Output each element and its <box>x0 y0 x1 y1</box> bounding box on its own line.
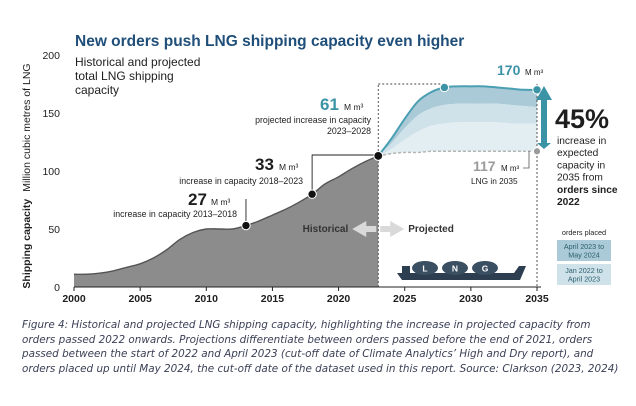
marker-2023 <box>373 151 384 161</box>
increase-arrow-head <box>536 86 552 100</box>
end-value-unit: M m³ <box>525 68 544 77</box>
big-stat-bold-line: 2022 <box>557 197 580 208</box>
big-stat-value: 45% <box>555 104 609 134</box>
legend-swatch <box>557 240 611 261</box>
caption-text: Figure 4: Historical and projected LNG s… <box>22 319 619 375</box>
y-axis-label: Shipping capacity Million cubic metres o… <box>21 63 33 288</box>
increase-arrow-tail <box>537 143 551 149</box>
callout-label-2023-line1: projected increase in capacity <box>255 115 371 125</box>
marker-2013 <box>241 220 251 231</box>
legend-label: Jan 2022 to <box>565 266 603 275</box>
baseline-value-unit: M m³ <box>501 164 520 173</box>
y-axis-label-bold: Shipping capacity <box>21 199 33 289</box>
ship-letter: N <box>452 264 458 274</box>
x-tick-label: 2035 <box>525 293 549 305</box>
chart-subtitle: Historical and projected total LNG shipp… <box>75 55 204 97</box>
x-tick-label: 2010 <box>195 293 219 305</box>
increase-arrow-shaft <box>541 98 547 144</box>
x-tick-label: 2015 <box>261 293 285 305</box>
callout-value-2023: 61 <box>320 95 339 114</box>
x-tick-label: 2025 <box>393 293 417 305</box>
big-stat-line: capacity in <box>557 160 605 171</box>
baseline-label: LNG in 2035 <box>471 176 518 186</box>
big-stat-line: 2035 from <box>557 173 603 184</box>
x-tick-label: 2000 <box>62 293 86 305</box>
projected-top-line <box>377 85 538 157</box>
callout-label-2013: increase in capacity 2013–2018 <box>113 209 237 219</box>
subtitle-line-1: Historical and projected <box>75 55 200 69</box>
projected-band-base <box>378 122 537 156</box>
lng-capacity-chart: New orders push LNG shipping capacity ev… <box>21 33 618 305</box>
y-tick-label: 200 <box>42 50 60 62</box>
callout-value-2013: 27 <box>188 190 207 209</box>
baseline-value: 117 <box>473 158 496 174</box>
baseline-dashed-line <box>378 150 537 157</box>
ship-tank <box>442 261 468 275</box>
callout-label-2018: increase in capacity 2018–2023 <box>179 176 303 186</box>
end-value: 170 <box>497 62 521 78</box>
marker-2018 <box>307 189 317 199</box>
legend-label: April 2023 to <box>564 242 604 251</box>
x-tick-label: 2020 <box>327 293 351 305</box>
ship-tank <box>472 261 498 275</box>
historical-area <box>74 155 379 287</box>
projected-arrow <box>380 221 405 237</box>
legend-label: April 2023 <box>568 275 600 284</box>
baseline-leader <box>523 151 530 169</box>
historical-arrow <box>352 221 377 237</box>
subtitle-line-2: total LNG shipping <box>75 69 174 83</box>
y-tick-label: 50 <box>48 224 60 236</box>
plot-area: 2000 2005 2010 2015 2020 2025 2030 2035 0 50 100 15… <box>42 50 617 305</box>
ship-bridge <box>402 266 410 273</box>
big-stat-bold-line: orders since <box>557 185 618 196</box>
subtitle-line-3: capacity <box>75 83 119 97</box>
historical-label: Historical <box>303 224 349 235</box>
callout-unit-2023: M m³ <box>344 102 364 112</box>
x-tick-label: 2005 <box>128 293 152 305</box>
legend-label: May 2024 <box>568 251 600 260</box>
figure-caption: Figure 4: Historical and projected LNG s… <box>22 318 626 376</box>
projected-band-2022-2023 <box>378 103 537 156</box>
ship-letter: G <box>482 264 489 274</box>
y-axis-label-rest: Million cubic metres of LNG <box>21 63 33 191</box>
ship-tank <box>412 261 438 275</box>
callout-unit-2013: M m³ <box>211 197 231 207</box>
marker-2035-base <box>532 147 542 156</box>
legend-title: orders placed <box>562 228 606 237</box>
chart-title: New orders push LNG shipping capacity ev… <box>75 33 464 50</box>
y-tick-label: 150 <box>42 108 60 120</box>
y-tick-label: 0 <box>54 282 60 294</box>
y-tick-label: 100 <box>42 166 60 178</box>
marker-2028 <box>439 82 450 93</box>
projected-band-2023-2024 <box>378 86 537 156</box>
big-stat-line: expected <box>557 148 599 159</box>
ship-letter: L <box>422 264 427 274</box>
callout-unit-2018: M m³ <box>279 162 299 172</box>
marker-2035-top <box>532 85 542 95</box>
callout-value-2018: 33 <box>255 155 274 174</box>
x-tick-label: 2030 <box>459 293 483 305</box>
projected-label: Projected <box>408 224 454 235</box>
legend-swatch <box>557 264 611 285</box>
callout-label-2023-line2: 2023–2028 <box>327 126 371 136</box>
big-stat-line: increase in <box>557 136 606 147</box>
historical-line <box>73 155 379 276</box>
